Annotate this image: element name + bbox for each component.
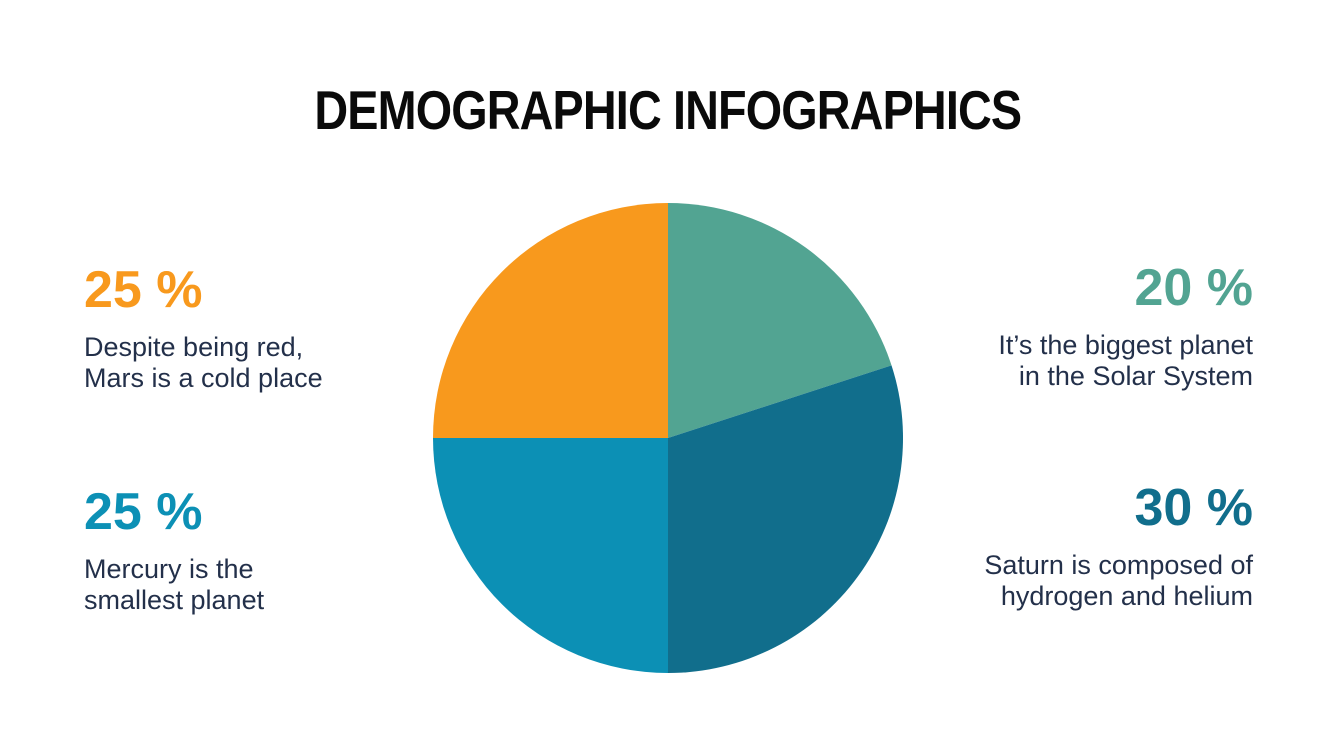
stat-desc-mars: Despite being red, Mars is a cold place — [84, 332, 414, 394]
pie-slice-mars — [433, 203, 668, 438]
page-title: DEMOGRAPHIC INFOGRAPHICS — [0, 78, 1336, 142]
stat-desc-saturn-line1: Saturn is composed of — [984, 550, 1253, 580]
stat-block-mercury: 25 % Mercury is the smallest planet — [84, 486, 414, 616]
pie-chart — [433, 203, 903, 673]
stat-desc-mercury: Mercury is the smallest planet — [84, 554, 414, 616]
pie-chart-svg — [433, 203, 903, 673]
pie-slice-mercury — [433, 438, 668, 673]
stat-value-jupiter: 20 % — [1134, 259, 1253, 317]
stat-desc-saturn-line2: hydrogen and helium — [1000, 581, 1253, 611]
page-title-text: DEMOGRAPHIC INFOGRAPHICS — [314, 79, 1023, 141]
stat-desc-mercury-line2: smallest planet — [84, 585, 265, 615]
stat-block-saturn: 30 % Saturn is composed of hydrogen and … — [923, 482, 1253, 612]
stat-desc-mars-line2: Mars is a cold place — [84, 363, 323, 393]
stat-desc-jupiter-line1: It’s the biggest planet — [998, 330, 1253, 360]
pie-slice-saturn — [668, 365, 903, 673]
stat-desc-mars-line1: Despite being red, — [84, 332, 304, 362]
pie-slice-jupiter — [668, 203, 892, 438]
stat-value-mars: 25 % — [84, 261, 203, 319]
stat-value-saturn: 30 % — [1134, 479, 1253, 537]
stat-block-mars: 25 % Despite being red, Mars is a cold p… — [84, 264, 414, 394]
stat-desc-jupiter: It’s the biggest planet in the Solar Sys… — [923, 330, 1253, 392]
stat-desc-jupiter-line2: in the Solar System — [1018, 361, 1253, 391]
stat-block-jupiter: 20 % It’s the biggest planet in the Sola… — [923, 262, 1253, 392]
stat-desc-saturn: Saturn is composed of hydrogen and heliu… — [923, 550, 1253, 612]
stat-desc-mercury-line1: Mercury is the — [84, 554, 254, 584]
stat-value-mercury: 25 % — [84, 483, 203, 541]
